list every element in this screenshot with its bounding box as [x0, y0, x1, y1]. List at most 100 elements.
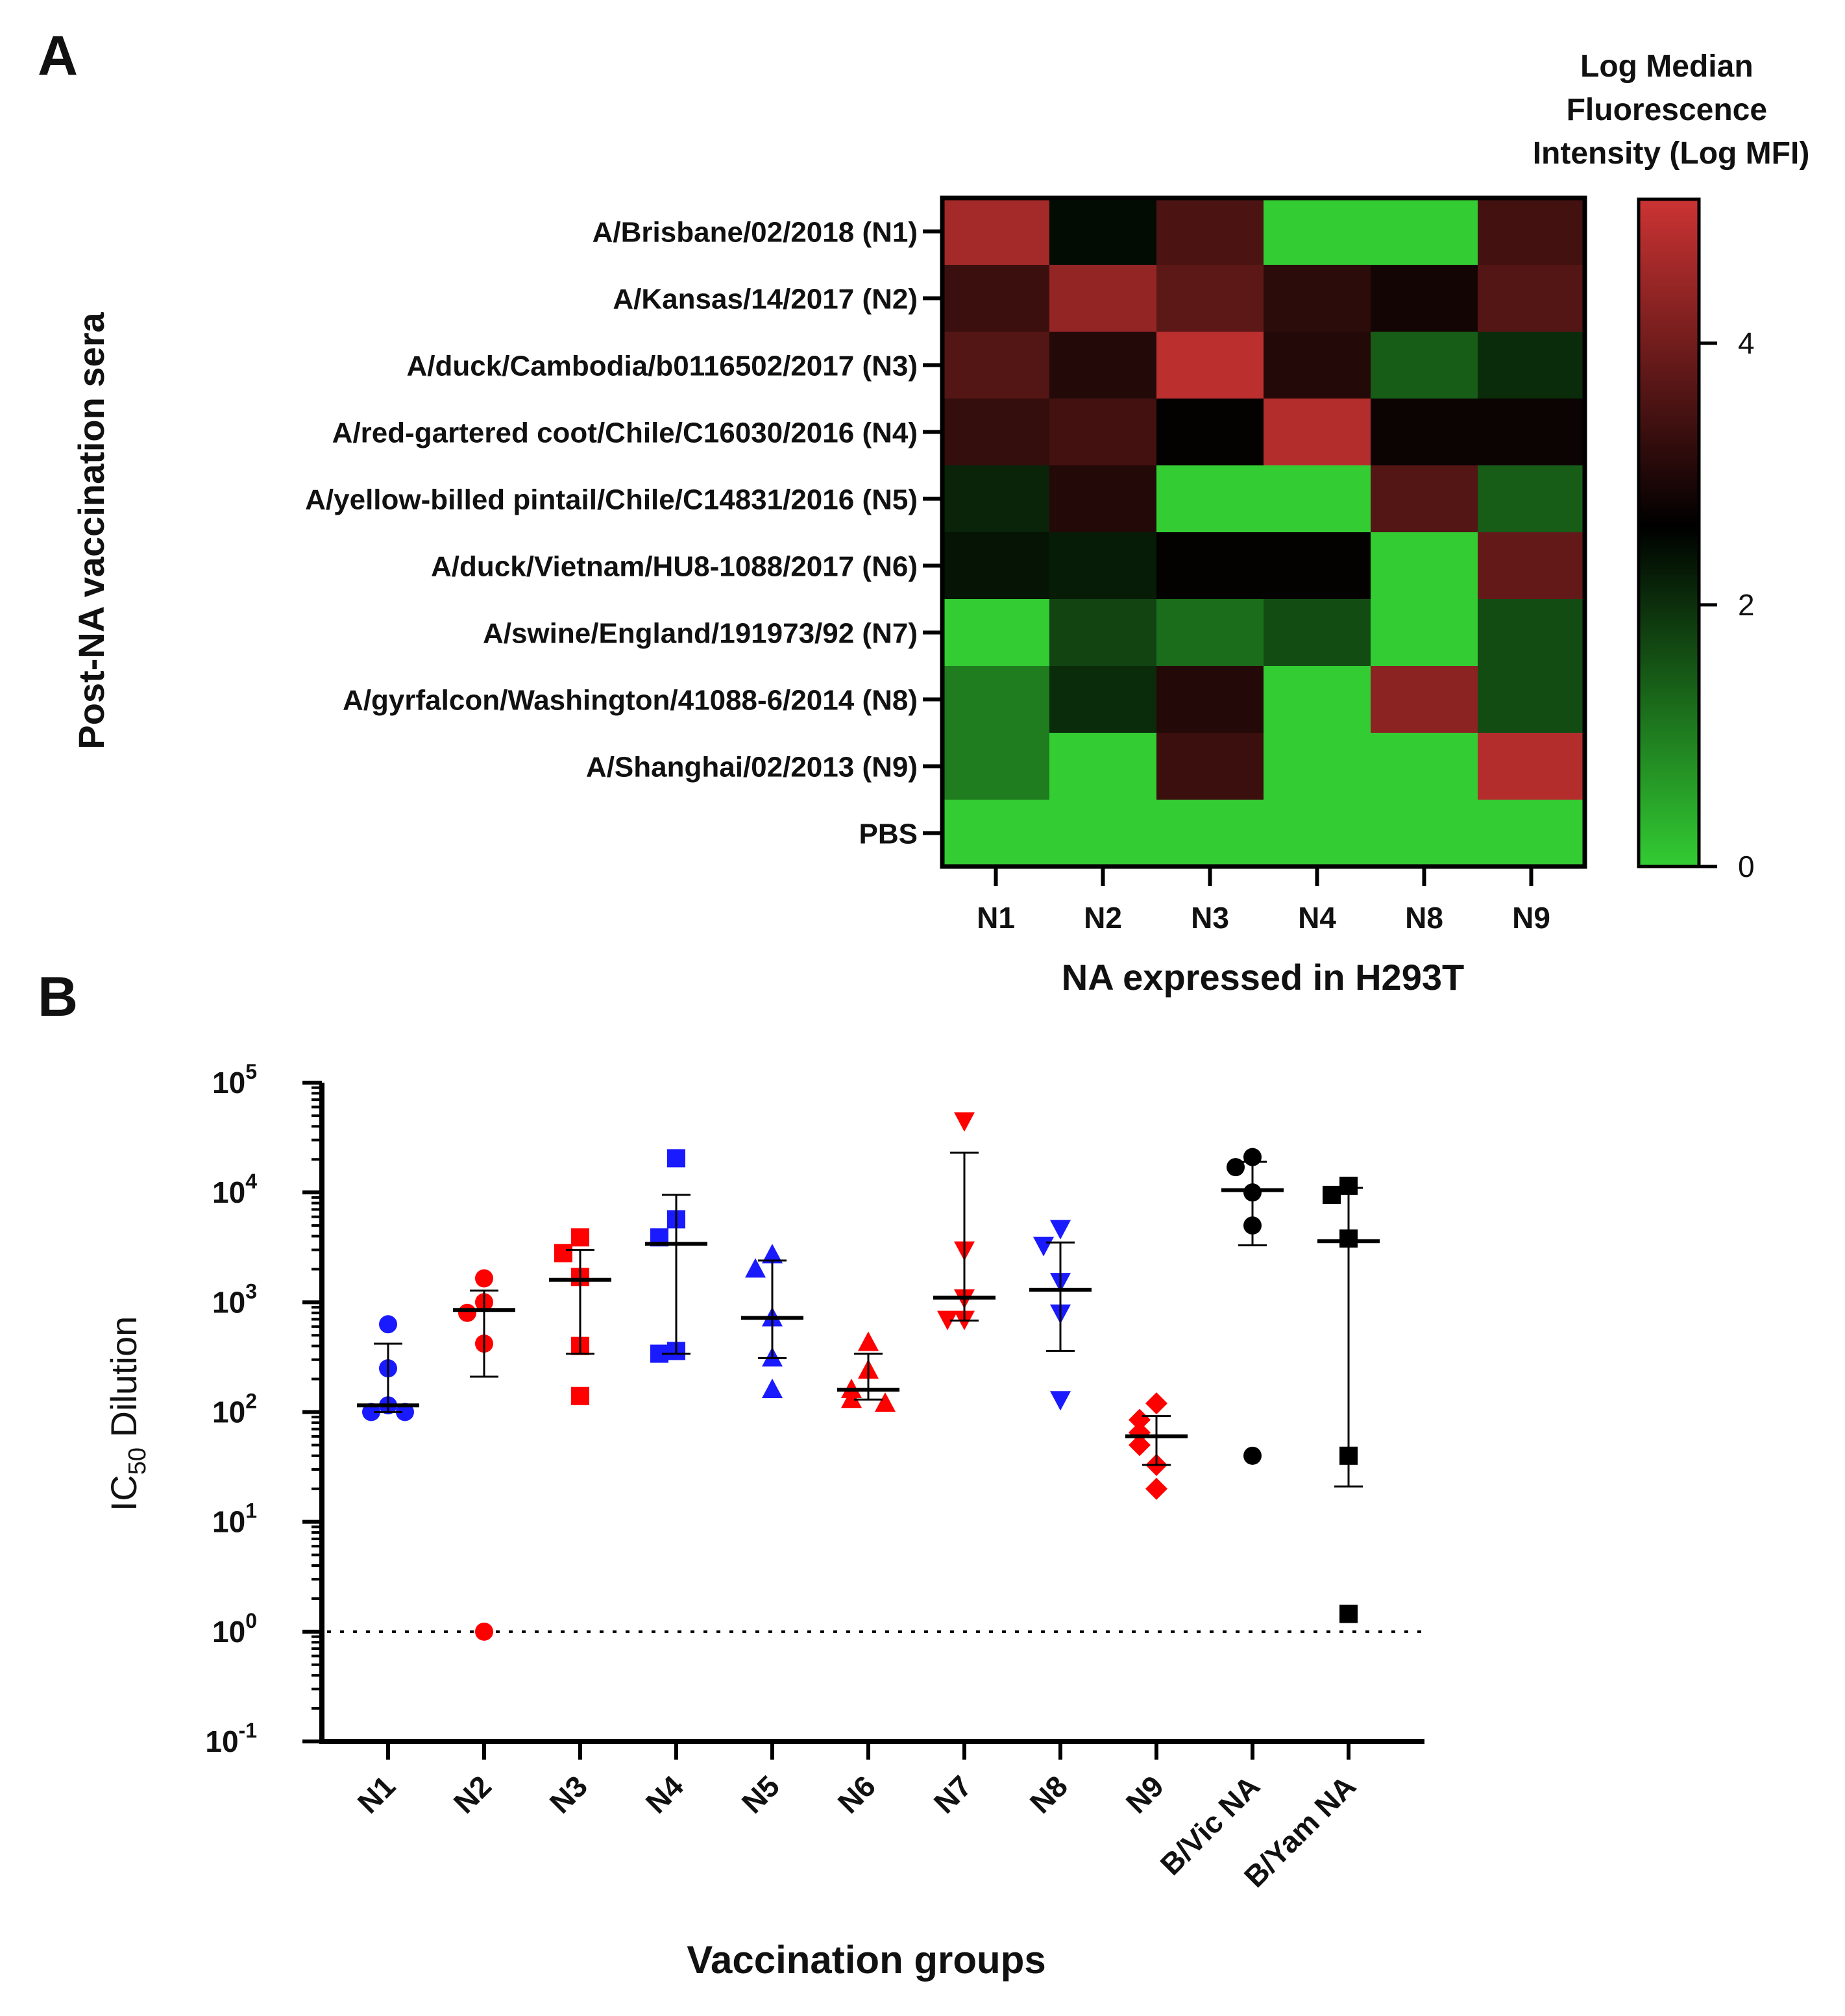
heatmap-cell	[1371, 666, 1478, 733]
heatmap-cell	[942, 198, 1050, 265]
heatmap-cell	[942, 265, 1050, 332]
group-points	[1125, 1392, 1188, 1500]
panel-b-label: B	[38, 966, 78, 1028]
heatmap-cell	[1156, 265, 1264, 332]
heatmap-cell	[1049, 198, 1157, 265]
x-tick-label: N8	[1023, 1769, 1074, 1819]
heatmap-row-label: A/red-gartered coot/Chile/C16030/2016 (N…	[332, 417, 918, 449]
data-point	[571, 1386, 589, 1405]
colorbar-title: Log Median Fluorescence Intensity (Log M…	[1533, 49, 1810, 171]
heatmap-cell	[1371, 532, 1478, 600]
heatmap-column-labels: N1 N2 N3 N4 N8 N9	[977, 867, 1550, 935]
group-points	[837, 1331, 899, 1412]
heatmap-cell	[1478, 733, 1585, 800]
x-tick-label: N7	[927, 1769, 978, 1819]
heatmap-column-label: N3	[1191, 901, 1229, 935]
x-tick-label: N2	[447, 1769, 498, 1819]
heatmap-cell	[1264, 733, 1371, 800]
group-points	[453, 1269, 515, 1641]
heatmap-cell	[1371, 465, 1478, 533]
heatmap-cell	[1371, 265, 1478, 332]
data-point	[1050, 1220, 1071, 1240]
heatmap-cell	[1478, 532, 1585, 600]
heatmap-cell	[1156, 399, 1264, 466]
x-tick-label: N3	[543, 1769, 594, 1819]
colorbar-title-line-1: Log Median	[1580, 49, 1753, 84]
heatmap-cell	[1371, 332, 1478, 399]
heatmap-cell	[1049, 465, 1157, 533]
heatmap-cell	[1049, 532, 1157, 600]
heatmap-cell	[1478, 265, 1585, 332]
data-point	[379, 1315, 397, 1334]
heatmap-column-label: N9	[1512, 901, 1550, 935]
colorbar-tick-label: 2	[1738, 588, 1755, 622]
data-point	[362, 1403, 380, 1421]
heatmap-cell	[1371, 198, 1478, 265]
data-point	[762, 1244, 783, 1264]
heatmap-cell	[942, 733, 1050, 800]
group-points	[1029, 1220, 1092, 1411]
heatmap-cell	[1478, 332, 1585, 399]
data-point	[875, 1392, 896, 1412]
data-point	[1243, 1446, 1262, 1465]
data-point	[1033, 1236, 1054, 1257]
heatmap-cell	[1478, 399, 1585, 466]
heatmap-cell	[1371, 733, 1478, 800]
heatmap-column-label: N4	[1298, 901, 1336, 935]
heatmap-cells	[942, 198, 1585, 867]
data-point	[571, 1228, 589, 1247]
colorbar-tick-label: 0	[1738, 850, 1755, 883]
heatmap-cell	[1049, 800, 1157, 867]
heatmap-cell	[1264, 399, 1371, 466]
heatmap-cell	[942, 332, 1050, 399]
heatmap-cell	[1049, 666, 1157, 733]
heatmap-cell	[1156, 800, 1264, 867]
heatmap-cell	[942, 800, 1050, 867]
x-tick-label: N6	[831, 1769, 882, 1819]
data-point	[475, 1622, 493, 1641]
group-points	[741, 1244, 803, 1398]
heatmap-cell	[1156, 733, 1264, 800]
data-point	[667, 1149, 685, 1168]
y-axis-title-rest: Dilution	[103, 1316, 144, 1447]
x-tick-label: N4	[639, 1769, 690, 1820]
x-tick-label: N9	[1119, 1769, 1170, 1819]
data-point	[937, 1310, 958, 1331]
x-tick-label: N1	[351, 1769, 402, 1819]
group-points	[645, 1149, 707, 1363]
x-axis-ticks: N1 N2 N3 N4 N5 N6 N7 N8 N9B/Vic NAB/Yam NA	[351, 1741, 1362, 1894]
x-tick-label: N5	[735, 1769, 786, 1819]
data-point	[841, 1388, 862, 1408]
data-point	[554, 1244, 572, 1262]
y-axis-ticks: 10-1 100 101 102 103 104 105	[205, 1060, 322, 1758]
heatmap-row-label: PBS	[859, 818, 918, 850]
heatmap-cell	[1049, 733, 1157, 800]
heatmap-column-label: N1	[977, 901, 1015, 935]
heatmap-cell	[1478, 599, 1585, 667]
y-axis-title: IC50 Dilution	[103, 1316, 151, 1512]
heatmap-row-label: A/duck/Vietnam/HU8-1088/2017 (N6)	[431, 551, 918, 583]
heatmap-row-label: A/Kansas/14/2017 (N2)	[613, 284, 918, 315]
heatmap-cell	[1156, 532, 1264, 600]
data-point	[1129, 1408, 1151, 1431]
y-tick-label: 101	[212, 1499, 257, 1539]
data-point	[396, 1403, 414, 1421]
group-points	[1221, 1148, 1284, 1465]
y-axis-title-main: IC	[103, 1475, 144, 1511]
colorbar-tick-label: 4	[1738, 326, 1755, 360]
y-tick-label: 105	[212, 1060, 257, 1100]
heatmap-row-labels: A/Brisbane/02/2018 (N1) A/Kansas/14/2017 …	[305, 217, 942, 850]
data-point	[1227, 1158, 1245, 1177]
data-point	[858, 1331, 879, 1351]
heatmap-cell	[1049, 332, 1157, 399]
heatmap-cell	[1156, 332, 1264, 399]
y-tick-label: 103	[212, 1279, 257, 1319]
x-axis-title: Vaccination groups	[687, 1938, 1045, 1982]
heatmap-cell	[1264, 198, 1371, 265]
heatmap-row-label: A/yellow-billed pintail/Chile/C14831/201…	[305, 484, 918, 516]
data-point	[762, 1378, 783, 1398]
heatmap-row-label: A/gyrfalcon/Washington/41088-6/2014 (N8)	[343, 685, 918, 717]
heatmap-cell	[1371, 800, 1478, 867]
data-point	[1339, 1604, 1358, 1623]
heatmap-cell	[1156, 599, 1264, 667]
